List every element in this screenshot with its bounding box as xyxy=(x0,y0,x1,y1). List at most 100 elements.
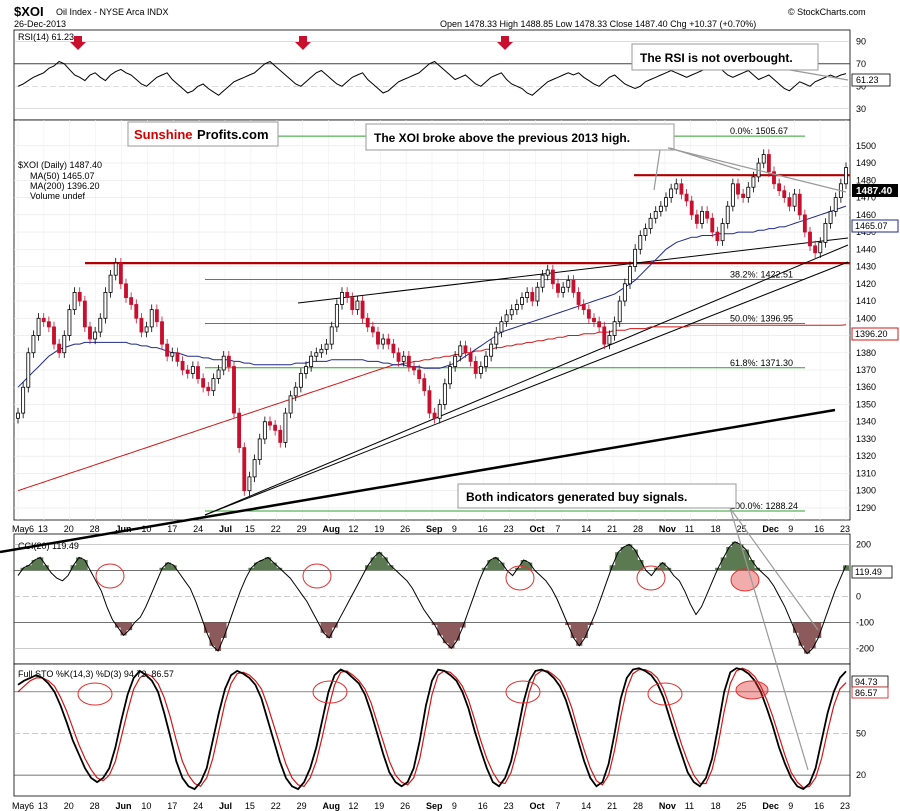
candle-body xyxy=(514,304,519,311)
candle-body xyxy=(509,309,514,316)
candle-body xyxy=(468,352,473,362)
price-callout-pointer-3 xyxy=(669,147,741,171)
sto-k-tag: 94.73 xyxy=(851,675,889,688)
price-tick-label: 1300 xyxy=(856,486,876,496)
candle-body xyxy=(772,171,776,185)
cci-overbought-fill xyxy=(365,565,372,571)
cci-oversold-fill xyxy=(809,622,816,649)
candle-body xyxy=(391,343,396,354)
x-tick-label: 7 xyxy=(555,801,560,811)
candle-body xyxy=(283,412,288,443)
indicators-callout-box xyxy=(457,483,737,509)
candle-body xyxy=(226,355,231,367)
x-tick-label: 12 xyxy=(348,524,358,534)
signal-ellipse xyxy=(95,563,125,589)
signal-ellipse xyxy=(302,563,332,589)
cci-overbought-fill xyxy=(731,541,738,571)
candle-body xyxy=(340,292,344,305)
candle-body xyxy=(185,369,190,374)
ma50-label: MA(50) 1465.07 xyxy=(30,171,95,181)
signal-ellipse xyxy=(505,680,541,704)
signal-ellipse xyxy=(505,565,535,591)
svg-text:119.49: 119.49 xyxy=(855,567,882,577)
x-tick-label: Jun xyxy=(116,524,132,534)
candle-body xyxy=(571,279,576,293)
cci-oversold-fill xyxy=(431,622,438,625)
cci-oversold-fill xyxy=(209,622,216,646)
candle-body xyxy=(77,292,82,302)
x-tick-label: Oct xyxy=(530,801,545,811)
watermark: © StockCharts.com xyxy=(788,7,866,17)
x-axis: May6 May6 13 13 20 20 28 28 Jun Jun 10 10 17 17 24 24 Ju… xyxy=(12,524,850,811)
candle-body xyxy=(478,366,483,374)
x-tick-label: Sep xyxy=(426,524,443,534)
candle-body xyxy=(154,309,159,323)
sell-signal-arrow xyxy=(295,36,311,50)
candle-body xyxy=(370,326,375,333)
cci-overbought-fill xyxy=(726,547,733,571)
candle-body xyxy=(268,421,272,426)
cci-oversold-fill xyxy=(581,622,588,638)
candle-body xyxy=(36,317,41,336)
cci-oversold-fill xyxy=(815,622,822,638)
fib-level-label: 100.0%: 1288.24 xyxy=(730,501,798,511)
candle-body xyxy=(345,292,350,298)
candle-body xyxy=(396,352,401,362)
sto-d-tag: 86.57 xyxy=(851,686,889,699)
signal-ellipse xyxy=(735,680,769,700)
x-tick-label: 9 xyxy=(788,801,793,811)
candle-body xyxy=(612,321,617,336)
candle-body xyxy=(41,317,46,323)
indicators-callout: Both indicators generated buy signals. xyxy=(466,490,687,504)
support-line xyxy=(297,237,849,304)
candle-body xyxy=(792,193,797,207)
candle-body xyxy=(607,335,612,345)
price-tick-label: 1360 xyxy=(856,382,876,392)
cci-overbought-fill xyxy=(720,557,727,571)
candle-body xyxy=(31,335,36,354)
candle-body xyxy=(118,262,123,285)
cci-line xyxy=(17,541,847,655)
chart-date: 26-Dec-2013 xyxy=(14,19,66,29)
candle-body xyxy=(26,352,31,388)
cci-overbought-fill xyxy=(637,560,644,571)
x-tick-label: 14 xyxy=(581,801,591,811)
price-callout-box xyxy=(365,123,675,151)
price-tick-label: 1430 xyxy=(856,262,876,272)
signal-ellipse xyxy=(647,682,683,706)
cci-overbought-fill xyxy=(70,565,77,571)
candle-body xyxy=(242,447,247,492)
svg-text:86.57: 86.57 xyxy=(855,688,878,698)
candle-body xyxy=(401,355,406,362)
x-tick-label: 13 xyxy=(38,801,48,811)
candle-body xyxy=(736,183,740,195)
x-tick-label: 29 xyxy=(297,801,307,811)
candle-body xyxy=(694,214,699,224)
ma200-label: MA(200) 1396.20 xyxy=(30,181,100,191)
candle-body xyxy=(705,210,710,219)
candle-body xyxy=(818,242,823,254)
cci-overbought-fill xyxy=(492,557,499,571)
candle-body xyxy=(530,292,535,302)
cci-overbought-fill xyxy=(20,567,27,571)
candle-body xyxy=(257,438,262,461)
candle-body xyxy=(247,476,252,492)
sto-d-line xyxy=(17,667,847,789)
candle-body xyxy=(206,386,211,392)
candle-body xyxy=(278,429,283,443)
x-tick-label: Nov xyxy=(659,801,676,811)
candle-body xyxy=(720,223,725,242)
candle-body xyxy=(88,326,92,340)
cci-oversold-fill xyxy=(326,622,333,638)
candle-body xyxy=(746,186,751,198)
cci-oversold-fill xyxy=(792,622,800,633)
candle-body xyxy=(288,395,293,414)
ma50-value-tag: 1465.07 xyxy=(851,219,899,233)
cci-value-tag: 119.49 xyxy=(851,565,893,579)
candle-body xyxy=(453,355,458,367)
x-tick-label: 16 xyxy=(814,524,824,534)
x-tick-label: 28 xyxy=(90,524,100,534)
candle-body xyxy=(67,309,72,336)
fib-level-label: 0.0%: 1505.67 xyxy=(730,126,788,136)
cci-oversold-fill xyxy=(576,622,583,646)
